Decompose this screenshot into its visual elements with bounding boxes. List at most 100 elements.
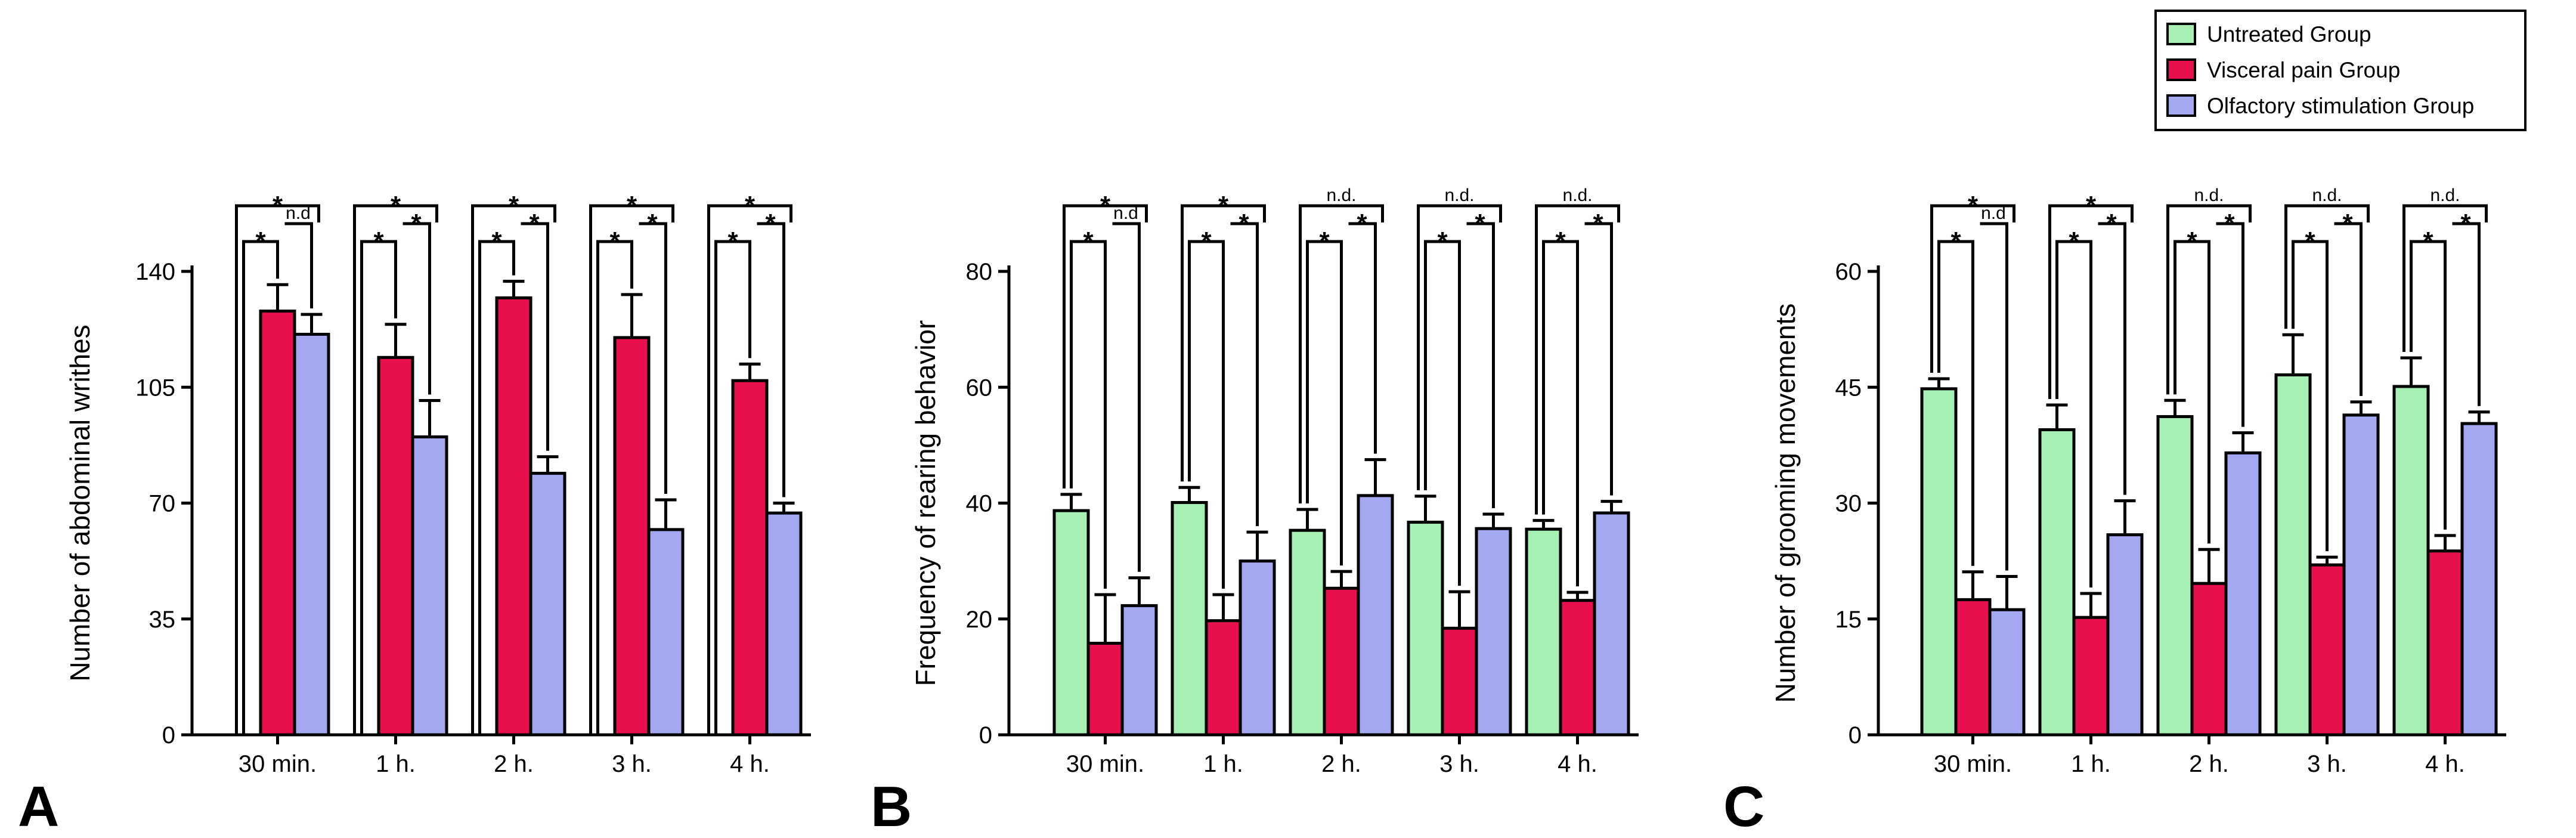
significance-right-label: * — [1239, 209, 1249, 238]
y-tick-label: 20 — [966, 607, 993, 633]
x-tick-label: 30 min. — [1934, 751, 2012, 777]
bar — [2038, 428, 2076, 737]
significance-bracket — [2402, 204, 2488, 352]
significance-bracket — [2166, 204, 2252, 395]
y-tick-label: 35 — [149, 607, 176, 633]
significance-bracket — [1230, 222, 1259, 527]
bar — [293, 332, 330, 737]
bar — [1475, 527, 1512, 737]
bar — [529, 472, 566, 737]
bar — [1920, 387, 1958, 737]
y-tick-label: 0 — [162, 722, 175, 749]
significance-bracket — [639, 222, 667, 494]
y-tick-label: 45 — [1835, 375, 1862, 401]
significance-bracket — [1112, 222, 1141, 572]
bar — [1120, 604, 1158, 737]
significance-outer-label: * — [1968, 191, 1979, 220]
bar — [1988, 608, 2026, 737]
significance-bracket — [521, 222, 549, 451]
bar — [495, 296, 532, 737]
significance-bracket — [1535, 204, 1620, 515]
legend-box — [2154, 10, 2527, 131]
x-tick-label: 1 h. — [1203, 751, 1243, 777]
legend-entry: Olfactory stimulation Group — [2207, 94, 2474, 118]
significance-bracket — [402, 222, 431, 395]
significance-right-label: * — [2106, 209, 2117, 238]
panel-label: A — [18, 775, 59, 838]
significance-outer-label: * — [509, 191, 519, 220]
significance-bracket — [1424, 240, 1461, 586]
y-axis-label: Number of abdominal writhes — [64, 324, 95, 681]
significance-bracket — [2410, 240, 2447, 530]
significance-right-label: * — [2460, 209, 2471, 238]
significance-left-label: * — [727, 227, 738, 256]
significance-bracket — [2098, 222, 2126, 495]
significance-bracket — [2055, 240, 2092, 588]
significance-bracket — [2284, 204, 2370, 329]
y-tick-label: 80 — [966, 259, 993, 285]
y-tick-label: 60 — [966, 375, 993, 401]
x-tick-label: 2 h. — [1321, 751, 1361, 777]
x-tick-label: 3 h. — [2307, 751, 2347, 777]
chart-panel-a: 0 35 70 105 140 Number of abdominal writhes A 3… — [18, 191, 811, 838]
significance-left-label: * — [2187, 227, 2197, 256]
significance-outer-label: n.d. — [2430, 185, 2460, 205]
bar — [1171, 501, 1208, 737]
significance-bracket — [284, 222, 313, 309]
significance-bracket — [1980, 222, 2008, 571]
y-axis-label: Frequency of rearing behavior — [910, 320, 941, 687]
bar — [1559, 599, 1596, 737]
bar — [1357, 494, 1394, 737]
significance-left-label: * — [373, 227, 384, 256]
significance-bracket — [1063, 204, 1148, 488]
bar — [259, 310, 296, 737]
legend-swatch — [2166, 23, 2196, 45]
significance-right-label: * — [411, 209, 422, 238]
bar — [1205, 619, 1242, 737]
bar — [1441, 626, 1478, 737]
bar — [1052, 509, 1090, 737]
significance-right-label: n.d — [1113, 203, 1138, 223]
significance-bracket — [353, 204, 438, 735]
significance-left-label: * — [1083, 227, 1094, 256]
bar — [2342, 413, 2380, 737]
y-tick-label: 140 — [135, 259, 175, 285]
bar — [731, 379, 769, 737]
significance-right-label: n.d — [286, 203, 311, 223]
bar — [2072, 616, 2110, 737]
bar — [2426, 549, 2464, 737]
significance-bracket — [1299, 204, 1384, 504]
bar — [647, 528, 685, 737]
significance-bracket — [360, 240, 397, 735]
significance-outer-label: n.d. — [2194, 185, 2224, 205]
chart-panel-c: 0 15 30 45 60 Number of grooming movements C 30… — [1723, 185, 2506, 838]
x-tick-label: 1 h. — [376, 751, 416, 777]
significance-bracket — [1306, 240, 1343, 566]
significance-bracket — [2216, 222, 2244, 427]
significance-bracket — [1070, 240, 1107, 589]
bar — [1323, 586, 1360, 737]
legend-swatch — [2166, 58, 2196, 81]
significance-left-label: * — [1201, 227, 1212, 256]
significance-left-label: * — [491, 227, 502, 256]
significance-right-label: n.d — [1981, 203, 2006, 223]
bar — [377, 355, 414, 737]
legend: Untreated Group Visceral pain Group Olfact… — [2154, 10, 2527, 131]
significance-right-label: * — [529, 209, 540, 238]
significance-bracket — [1348, 222, 1377, 454]
significance-outer-label: * — [745, 191, 756, 220]
significance-outer-label: n.d. — [1562, 185, 1592, 205]
bar — [2274, 373, 2312, 737]
significance-right-label: * — [1357, 209, 1367, 238]
y-tick-label: 0 — [979, 722, 992, 749]
significance-bracket — [1188, 240, 1225, 589]
bar — [2106, 533, 2144, 737]
significance-right-label: * — [1475, 209, 1485, 238]
bar — [2190, 582, 2228, 737]
significance-left-label: * — [2305, 227, 2315, 256]
y-tick-label: 70 — [149, 491, 176, 517]
y-tick-label: 60 — [1835, 259, 1862, 285]
significance-left-label: * — [1555, 227, 1566, 256]
significance-bracket — [757, 222, 785, 497]
